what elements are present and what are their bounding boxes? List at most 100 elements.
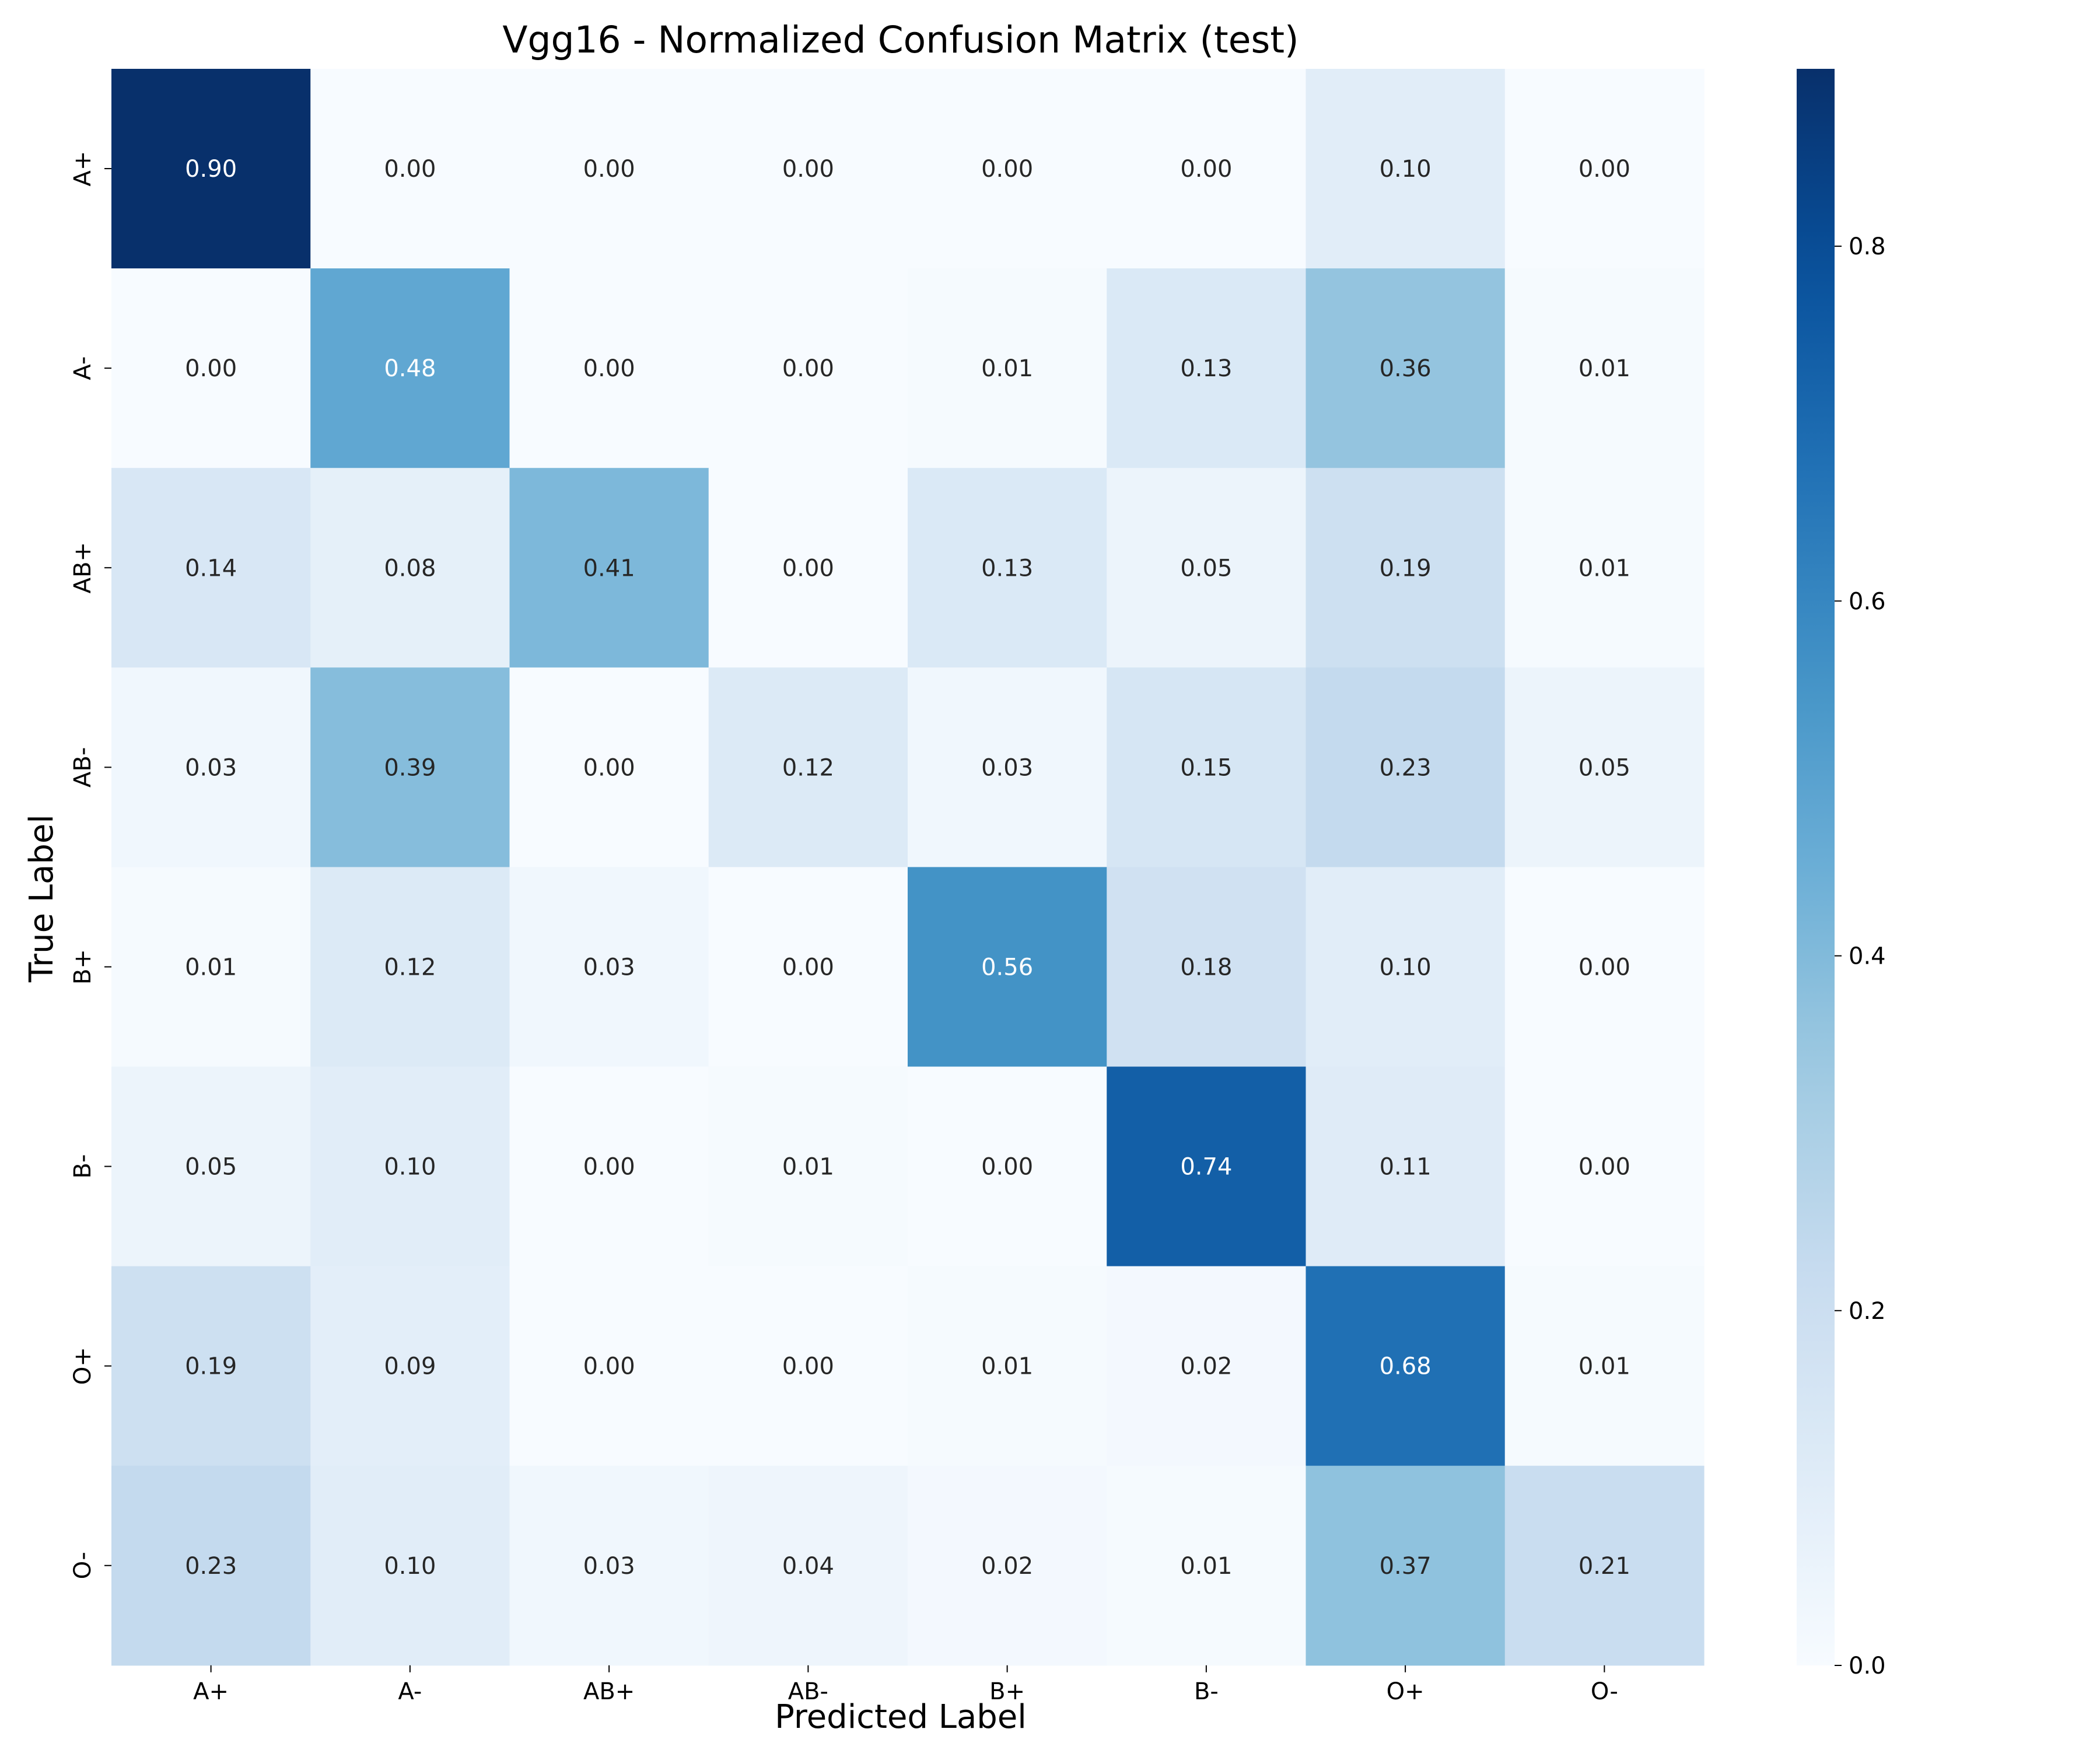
heatmap-cell	[509, 69, 709, 269]
cell-value-label: 0.37	[1380, 1553, 1432, 1580]
cell-value-label: 0.19	[185, 1353, 237, 1380]
cell-value-label: 0.39	[384, 754, 436, 781]
cell-value-label: 0.08	[384, 555, 436, 582]
heatmap-cell	[908, 667, 1107, 867]
cell-value-label: 0.00	[782, 954, 834, 981]
cell-value-label: 0.00	[981, 1154, 1033, 1181]
x-tick-label: AB+	[583, 1678, 635, 1705]
cell-value-label: 0.13	[981, 555, 1033, 582]
y-axis-ticks: A+ A- AB+ AB- B+ B- O+ O-	[69, 151, 111, 1579]
cell-value-label: 0.74	[1180, 1154, 1232, 1181]
cell-value-label: 0.00	[782, 355, 834, 382]
heatmap-cell	[509, 667, 709, 867]
colorbar-tick-label: 0.8	[1849, 233, 1886, 260]
cell-value-label: 0.00	[782, 1353, 834, 1380]
heatmap-cell	[1107, 268, 1307, 468]
x-tick-label: AB-	[788, 1678, 828, 1705]
heatmap-cell	[1306, 1266, 1506, 1466]
heatmap-cell	[509, 1465, 709, 1666]
heatmap-cell	[1107, 667, 1307, 867]
y-tick-label: B+	[69, 949, 96, 985]
heatmap-cell	[1107, 1266, 1307, 1466]
heatmap-cell	[708, 1465, 908, 1666]
y-tick-label: A-	[69, 356, 96, 380]
heatmap-cell	[708, 268, 908, 468]
cell-value-label: 0.18	[1180, 954, 1232, 981]
cell-value-label: 0.01	[981, 1353, 1033, 1380]
heatmap-cell	[908, 69, 1107, 269]
heatmap-cell	[1504, 1266, 1704, 1466]
heatmap-cell	[111, 1266, 311, 1466]
heatmap-cell	[509, 867, 709, 1068]
heatmap-cell	[1504, 1066, 1704, 1267]
heatmap-cell	[310, 1266, 510, 1466]
heatmap-cell	[509, 468, 709, 668]
cell-value-label: 0.19	[1380, 555, 1432, 582]
heatmap-cell	[111, 867, 311, 1068]
heatmap-cell	[310, 1066, 510, 1267]
cell-value-label: 0.00	[1578, 954, 1630, 981]
heatmap-cell	[111, 1465, 311, 1666]
heatmap-cell	[1107, 468, 1307, 668]
heatmap-cell	[310, 69, 510, 269]
x-tick-label: O+	[1387, 1678, 1424, 1705]
y-axis-label: True Label	[23, 814, 61, 983]
cell-value-label: 0.00	[1578, 156, 1630, 183]
heatmap-cell	[310, 468, 510, 668]
cell-value-label: 0.90	[185, 156, 237, 183]
heatmap-cell	[708, 867, 908, 1068]
cell-value-label: 0.10	[1380, 954, 1432, 981]
cell-value-label: 0.00	[384, 156, 436, 183]
heatmap-cell	[1107, 1465, 1307, 1666]
cell-value-label: 0.05	[1578, 754, 1630, 781]
cell-value-label: 0.10	[1380, 156, 1432, 183]
cell-value-label: 0.68	[1380, 1353, 1432, 1380]
cell-value-label: 0.10	[384, 1553, 436, 1580]
cell-value-label: 0.05	[185, 1154, 237, 1181]
cell-value-label: 0.48	[384, 355, 436, 382]
heatmap-cell	[111, 667, 311, 867]
chart-title: Vgg16 - Normalized Confusion Matrix (tes…	[502, 19, 1298, 61]
heatmap-cell	[908, 268, 1107, 468]
colorbar	[1797, 69, 1835, 1665]
cell-value-label: 0.00	[185, 355, 237, 382]
cell-value-label: 0.23	[185, 1553, 237, 1580]
cell-value-label: 0.00	[1578, 1154, 1630, 1181]
heatmap-cell	[708, 69, 908, 269]
x-tick-label: A+	[193, 1678, 229, 1705]
heatmap-cell	[708, 468, 908, 668]
cell-value-label: 0.15	[1180, 754, 1232, 781]
cell-value-label: 0.03	[185, 754, 237, 781]
heatmap-cell	[1504, 69, 1704, 269]
heatmap-cell	[1504, 867, 1704, 1068]
cell-value-label: 0.00	[583, 754, 635, 781]
heatmap-cell	[1306, 867, 1506, 1068]
heatmap-cell	[908, 1465, 1107, 1666]
heatmap-cell	[111, 468, 311, 668]
heatmap-cell	[1504, 667, 1704, 867]
heatmap-cell	[509, 1066, 709, 1267]
cell-value-label: 0.00	[583, 355, 635, 382]
y-tick-label: O-	[69, 1552, 96, 1579]
y-tick-label: B-	[69, 1154, 96, 1179]
cell-value-label: 0.23	[1380, 754, 1432, 781]
heatmap-cell	[1306, 268, 1506, 468]
cell-value-label: 0.01	[981, 355, 1033, 382]
cell-value-label: 0.41	[583, 555, 635, 582]
colorbar-tick-label: 0.4	[1849, 943, 1886, 970]
colorbar-tick-label: 0.2	[1849, 1298, 1886, 1325]
colorbar-tick-label: 0.6	[1849, 588, 1886, 615]
cell-value-label: 0.10	[384, 1154, 436, 1181]
heatmap-cell	[1306, 69, 1506, 269]
heatmap-cells	[111, 69, 1704, 1666]
cell-value-label: 0.12	[782, 754, 834, 781]
cell-value-label: 0.01	[1180, 1553, 1232, 1580]
heatmap-cell	[310, 867, 510, 1068]
cell-value-label: 0.36	[1380, 355, 1432, 382]
cell-value-label: 0.01	[1578, 355, 1630, 382]
heatmap-cell	[908, 1066, 1107, 1267]
heatmap-cell	[1504, 1465, 1704, 1666]
cell-value-label: 0.02	[981, 1553, 1033, 1580]
y-tick-label: AB+	[69, 542, 96, 593]
cell-value-label: 0.00	[782, 555, 834, 582]
